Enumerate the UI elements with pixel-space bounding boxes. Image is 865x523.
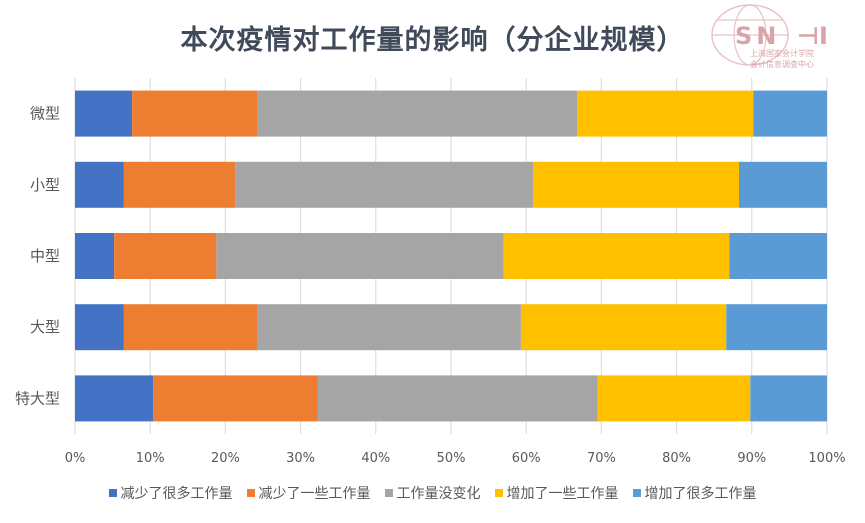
bar-segment xyxy=(753,90,827,137)
legend-label: 工作量没变化 xyxy=(396,486,481,502)
logo-line2: 会计信息调查中心 xyxy=(750,59,814,69)
x-tick-label: 50% xyxy=(437,451,466,466)
legend-item: 增加了很多工作量 xyxy=(632,483,757,503)
bar-segment xyxy=(132,90,258,137)
y-category-label: 中型 xyxy=(30,247,60,265)
bar-segment xyxy=(577,90,754,137)
bar-segment xyxy=(153,375,318,422)
bar-segment xyxy=(75,90,133,137)
legend-item: 增加了一些工作量 xyxy=(494,483,619,503)
legend-swatch xyxy=(384,489,393,497)
bar-segment xyxy=(123,161,236,208)
bar-segment xyxy=(739,161,827,208)
bar-segment xyxy=(726,304,827,351)
bar-segment xyxy=(114,233,217,279)
bar-segment xyxy=(503,233,730,279)
bar-segment xyxy=(317,375,598,422)
bar-segment xyxy=(256,304,521,351)
y-category-label: 微型 xyxy=(30,105,60,123)
bar-segment xyxy=(235,161,533,208)
legend-label: 减少了一些工作量 xyxy=(258,486,371,502)
bar-segment xyxy=(123,304,257,351)
legend-item: 减少了很多工作量 xyxy=(108,483,233,503)
x-tick-label: 80% xyxy=(662,451,691,466)
x-tick-label: 40% xyxy=(361,451,390,466)
legend: 减少了很多工作量 减少了一些工作量 工作量没变化 增加了一些工作量 增加了很多工作量 xyxy=(0,483,865,503)
bar-segment xyxy=(597,375,751,422)
bar-segment xyxy=(750,375,827,422)
svg-text:SN: SN xyxy=(735,22,780,50)
bar-segment xyxy=(532,161,740,208)
x-tick-label: 0% xyxy=(65,451,86,466)
legend-label: 减少了很多工作量 xyxy=(120,486,233,502)
bar-segment xyxy=(75,233,115,279)
bar-segment xyxy=(520,304,727,351)
legend-label: 增加了很多工作量 xyxy=(644,486,757,502)
x-tick-label: 100% xyxy=(808,451,845,466)
x-tick-label: 90% xyxy=(737,451,766,466)
legend-item: 工作量没变化 xyxy=(384,483,481,503)
x-tick-label: 30% xyxy=(286,451,315,466)
bar-segment xyxy=(75,304,124,351)
x-tick-label: 60% xyxy=(512,451,541,466)
plot-area: 0% 10% 20% 30% 40% 50% 60% 70% 80% 90% 100% 微型小型中型大… xyxy=(15,78,846,466)
legend-swatch xyxy=(108,489,117,497)
x-tick-label: 20% xyxy=(211,451,240,466)
svg-text:⊣I: ⊣I xyxy=(797,22,828,50)
snai-logo: SN ⊣I 上海国家会计学院 会计信息调查中心 xyxy=(711,4,828,69)
legend-item: 减少了一些工作量 xyxy=(246,483,371,503)
legend-swatch xyxy=(632,489,641,497)
y-category-label: 大型 xyxy=(30,318,60,336)
y-category-label: 小型 xyxy=(30,176,60,194)
legend-swatch xyxy=(246,489,255,497)
legend-label: 增加了一些工作量 xyxy=(506,486,619,502)
bar-segment xyxy=(729,233,827,279)
x-tick-label: 70% xyxy=(587,451,616,466)
bar-segment xyxy=(216,233,504,279)
y-category-label: 特大型 xyxy=(15,389,60,407)
chart-title: 本次疫情对工作量的影响（分企业规模） xyxy=(180,25,685,56)
logo-line1: 上海国家会计学院 xyxy=(750,48,814,58)
bar-segment xyxy=(75,161,124,208)
bar-segment xyxy=(75,375,154,422)
legend-swatch xyxy=(494,489,503,497)
x-tick-label: 10% xyxy=(136,451,165,466)
bar-segment xyxy=(257,90,578,137)
